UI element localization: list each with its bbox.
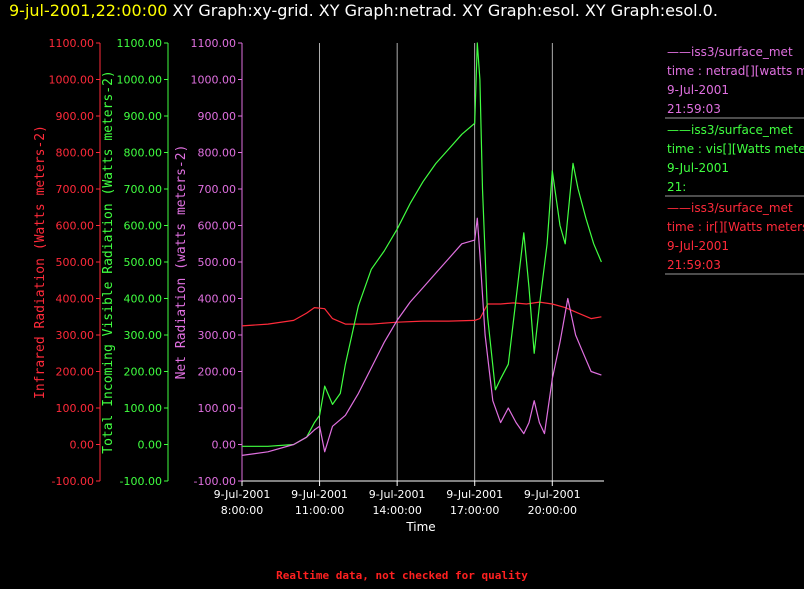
legend-text: 9-Jul-2001 [667, 239, 729, 253]
legend-text: time : ir[][Watts meters [667, 220, 804, 234]
ir-tick-label: 0.00 [70, 439, 95, 452]
net-tick-label: 100.00 [198, 402, 237, 415]
vis-tick-label: 1100.00 [117, 37, 163, 50]
net-tick-label: 300.00 [198, 329, 237, 342]
vis-tick-label: -100.00 [120, 475, 162, 488]
x-tick-date: 9-Jul-2001 [524, 488, 581, 501]
x-tick-time: 17:00:00 [450, 504, 499, 517]
vis-tick-label: 600.00 [124, 220, 163, 233]
graph-title: 9-jul-2001,22:00:00 XY Graph:xy-grid. XY… [9, 1, 718, 20]
ir-tick-label: 800.00 [56, 147, 95, 160]
ir-tick-label: 1100.00 [49, 37, 95, 50]
vis-tick-label: 400.00 [124, 293, 163, 306]
vis-tick-label: 900.00 [124, 110, 163, 123]
ir-tick-label: 600.00 [56, 220, 95, 233]
net-tick-label: 900.00 [198, 110, 237, 123]
net-series-line [241, 217, 602, 456]
title-timestamp: 9-jul-2001,22:00:00 [9, 1, 168, 20]
ir-tick-label: 400.00 [56, 293, 95, 306]
ir-axis-label: Infrared Radiation (Watts meters-2) [33, 125, 48, 399]
ir-tick-label: 500.00 [56, 256, 95, 269]
vis-axis: -100.00 0.00 100.00 200.00 300.00 400.00 500.0… [117, 37, 169, 488]
legend-text: 21: [667, 180, 686, 194]
plot-area [242, 43, 604, 481]
vis-tick-label: 100.00 [124, 402, 163, 415]
ir-tick-label: 1000.00 [49, 74, 95, 87]
vis-tick-label: 800.00 [124, 147, 163, 160]
vis-tick-label: 300.00 [124, 329, 163, 342]
x-tick-date: 9-Jul-2001 [446, 488, 503, 501]
net-tick-label: 400.00 [198, 293, 237, 306]
legend-text: 21:59:03 [667, 102, 721, 116]
net-axis: -100.00 0.00 100.00 200.00 300.00 400.00 500.0… [191, 37, 243, 488]
net-axis-label: Net Radiation (watts meters-2) [174, 145, 189, 380]
net-tick-label: 0.00 [212, 439, 237, 452]
ir-tick-label: 700.00 [56, 183, 95, 196]
vis-tick-label: 1000.00 [117, 74, 163, 87]
data-series [241, 42, 602, 456]
ir-tick-label: 100.00 [56, 402, 95, 415]
x-tick-time: 11:00:00 [295, 504, 344, 517]
net-tick-label: 1100.00 [191, 37, 237, 50]
x-tick-time: 8:00:00 [221, 504, 263, 517]
legend-text: 9-Jul-2001 [667, 161, 729, 175]
net-tick-label: 1000.00 [191, 74, 237, 87]
ir-tick-label: 900.00 [56, 110, 95, 123]
legend-text: 21:59:03 [667, 258, 721, 272]
x-tick-time: 14:00:00 [372, 504, 421, 517]
ir-tick-label: 200.00 [56, 366, 95, 379]
vis-axis-label: Total Incoming Visible Radiation (Watts … [101, 70, 116, 454]
x-tick-date: 9-Jul-2001 [214, 488, 271, 501]
x-tick-date: 9-Jul-2001 [291, 488, 348, 501]
legend-text: time : netrad[][watts met [667, 64, 804, 78]
legend-text: ——iss3/surface_met [667, 45, 793, 59]
title-graph-list: XY Graph:xy-grid. XY Graph:netrad. XY Gr… [172, 1, 718, 20]
vis-tick-label: 700.00 [124, 183, 163, 196]
x-tick-time: 20:00:00 [528, 504, 577, 517]
legend-text: time : vis[][Watts meter [667, 142, 804, 156]
ir-series-line [241, 301, 602, 327]
legend-text: ——iss3/surface_met [667, 123, 793, 137]
net-tick-label: 500.00 [198, 256, 237, 269]
legend-text: 9-Jul-2001 [667, 83, 729, 97]
net-tick-label: -100.00 [194, 475, 236, 488]
vis-tick-label: 0.00 [138, 439, 163, 452]
net-tick-label: 800.00 [198, 147, 237, 160]
vis-tick-label: 500.00 [124, 256, 163, 269]
ir-tick-label: -100.00 [52, 475, 94, 488]
vis-tick-label: 200.00 [124, 366, 163, 379]
net-tick-label: 200.00 [198, 366, 237, 379]
ir-axis: -100.00 0.00 100.00 200.00 300.00 400.00 500.0… [49, 37, 101, 488]
net-tick-label: 700.00 [198, 183, 237, 196]
quality-notice: Realtime data, not checked for quality [276, 569, 528, 582]
x-tick-date: 9-Jul-2001 [369, 488, 426, 501]
legend-text: ——iss3/surface_met [667, 201, 793, 215]
vis-series-line [242, 42, 602, 447]
time-axis-label: Time [405, 520, 435, 534]
ir-tick-label: 300.00 [56, 329, 95, 342]
time-axis: 9-Jul-2001 8:00:00 9-Jul-2001 11:00:00 9-Jul… [214, 481, 581, 517]
net-tick-label: 600.00 [198, 220, 237, 233]
